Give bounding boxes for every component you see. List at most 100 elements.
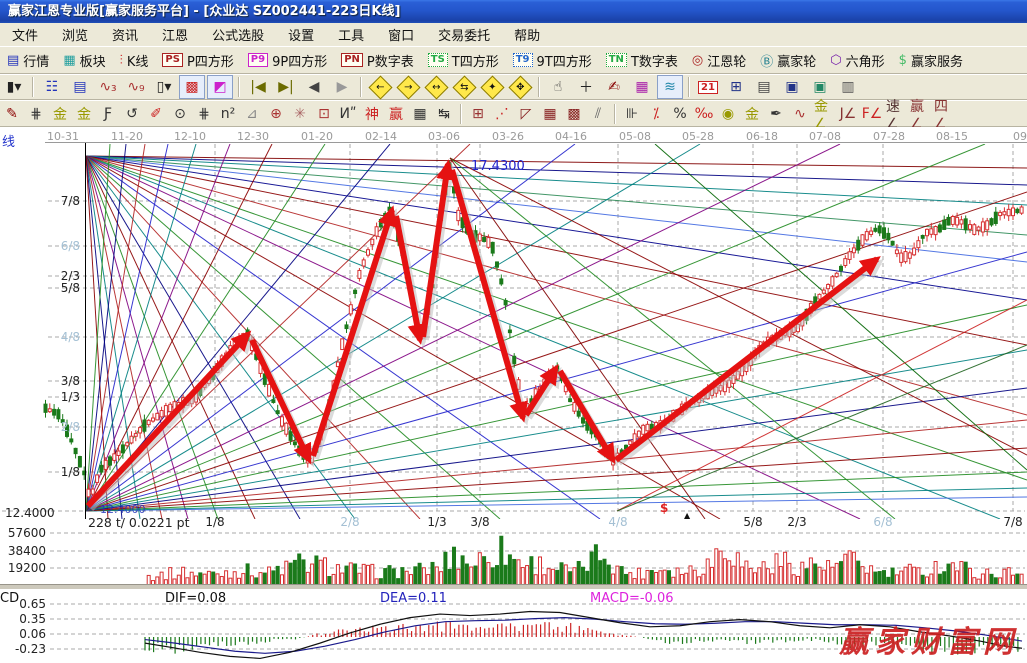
t-square-button[interactable]: TS T四方形: [421, 49, 506, 72]
zoom-in-diamond[interactable]: ✦: [479, 74, 505, 100]
kline-pattern-icon[interactable]: ▩: [179, 75, 205, 99]
grid-box-tool[interactable]: ▦: [539, 102, 561, 126]
ying-tool[interactable]: 赢: [385, 102, 407, 126]
gold-square-tool[interactable]: 金: [49, 102, 71, 126]
price-level-label: 2/8: [60, 420, 80, 434]
p9-square-button[interactable]: P9 9P四方形: [241, 49, 334, 72]
crosshair-icon[interactable]: ＋: [573, 75, 599, 99]
time-circle-tool[interactable]: ⊙: [169, 102, 191, 126]
export-floppy-icon[interactable]: ▣: [807, 75, 833, 99]
expand-h-diamond[interactable]: ↔: [423, 74, 449, 100]
shift-left-diamond[interactable]: ←: [367, 74, 393, 100]
menu-item-江恩[interactable]: 江恩: [162, 29, 189, 44]
wave-a-tool[interactable]: ∿: [789, 102, 811, 126]
menu-item-公式选股[interactable]: 公式选股: [212, 29, 265, 44]
shen-tool[interactable]: 神: [361, 102, 383, 126]
menu-item-交易委托[interactable]: 交易委托: [438, 29, 491, 44]
scale-ruler-tool[interactable]: ⊪: [621, 102, 643, 126]
gold-angle-tool[interactable]: 金∠: [813, 99, 835, 132]
comb2-tool[interactable]: ⋕: [193, 102, 215, 126]
ma9-chart-icon[interactable]: ∿₉: [123, 75, 149, 99]
notebook-icon[interactable]: ▤: [751, 75, 777, 99]
target-circle-tool[interactable]: ⊕: [265, 102, 287, 126]
boxed-star-tool[interactable]: ⊡: [313, 102, 335, 126]
next-bar-button[interactable]: ▶: [329, 75, 355, 99]
prev-bar-button[interactable]: ◀: [301, 75, 327, 99]
f10-info-icon[interactable]: ▤: [67, 75, 93, 99]
t-number-button-label: T数字表: [630, 54, 678, 70]
ma3-chart-icon[interactable]: ∿₃: [95, 75, 121, 99]
color-kline-icon[interactable]: ◩: [207, 75, 233, 99]
save-floppy-icon[interactable]: ▣: [779, 75, 805, 99]
gold-line-tool[interactable]: 金: [741, 102, 763, 126]
volume-axis-label: 19200: [7, 561, 46, 575]
compress-h-diamond[interactable]: ⇆: [451, 74, 477, 100]
frame-tool[interactable]: ⊞: [467, 102, 489, 126]
magic-grid-icon[interactable]: ▦: [629, 75, 655, 99]
calendar-icon[interactable]: 21: [695, 75, 721, 99]
p-number-button[interactable]: PN P数字表: [334, 49, 421, 72]
title-bar[interactable]: 赢家江恩专业版[赢家服务平台] - [众业达 SZ002441-223日K线]: [0, 0, 1027, 23]
menu-item-工具[interactable]: 工具: [338, 29, 365, 44]
menu-item-资讯[interactable]: 资讯: [112, 29, 139, 44]
print-icon[interactable]: ▥: [835, 75, 861, 99]
f-angle-tool[interactable]: F∠: [861, 102, 883, 126]
calculator-icon[interactable]: ⊞: [723, 75, 749, 99]
j-angle-tool[interactable]: J∠: [837, 102, 859, 126]
parallel-lines-tool[interactable]: ⫽: [587, 102, 609, 126]
side-tab-label[interactable]: 线: [2, 135, 16, 150]
angle-tool[interactable]: ⊿: [241, 102, 263, 126]
ruler123-tool[interactable]: ▦: [409, 102, 431, 126]
pencil-tool[interactable]: ✎: [1, 102, 23, 126]
ying-angle-tool[interactable]: 赢∠: [909, 99, 931, 132]
spiral-tool[interactable]: ↺: [121, 102, 143, 126]
trend-grid-icon[interactable]: ☷: [39, 75, 65, 99]
gann-comb-tool[interactable]: ⋕: [25, 102, 47, 126]
annotate-pointer-icon[interactable]: ✍: [601, 75, 627, 99]
gold-square2-tool[interactable]: 金: [73, 102, 95, 126]
percent-tool[interactable]: %: [669, 102, 691, 126]
kline-button[interactable]: ⫶ K线: [113, 49, 156, 72]
last-bar-button[interactable]: ▶|: [273, 75, 299, 99]
fan-box-tool[interactable]: ◸: [515, 102, 537, 126]
first-bar-button[interactable]: |◀: [245, 75, 271, 99]
pan-hand-icon[interactable]: ☝: [545, 75, 571, 99]
hexagon-button[interactable]: ⬡ 六角形: [823, 49, 891, 72]
pane-splitter[interactable]: [0, 584, 1027, 590]
menu-item-窗口[interactable]: 窗口: [388, 29, 415, 44]
candle-style-dropdown[interactable]: ▯▾: [151, 75, 177, 99]
menu-item-文件[interactable]: 文件: [12, 29, 39, 44]
t9-square-button[interactable]: T9 9T四方形: [506, 49, 599, 72]
brush-chart-tool[interactable]: ✐: [145, 102, 167, 126]
pct-strike-tool[interactable]: ⁒: [645, 102, 667, 126]
wave-brain-icon[interactable]: ≋: [657, 75, 683, 99]
ink-pen-tool[interactable]: ✒: [765, 102, 787, 126]
starburst-tool[interactable]: ✳: [289, 102, 311, 126]
gann-wheel-button[interactable]: ◎ 江恩轮: [685, 49, 753, 72]
su-angle-tool[interactable]: 速∠: [885, 99, 907, 132]
winner-wheel-button[interactable]: Ⓑ 赢家轮: [753, 49, 823, 72]
width-arrows-tool[interactable]: ↹: [433, 102, 455, 126]
n2-tool[interactable]: n²: [217, 102, 239, 126]
chart-canvas[interactable]: 线 10-31 11-20 12-10 12-30 01-20 02-14 03-06 03-…: [0, 127, 1027, 663]
si-angle-tool[interactable]: 四∠: [933, 99, 955, 132]
zoom-out-diamond[interactable]: ✥: [507, 74, 533, 100]
permille-tool[interactable]: ‰: [693, 102, 715, 126]
menu-item-设置[interactable]: 设置: [288, 29, 315, 44]
quote-button[interactable]: ▤ 行情: [0, 49, 56, 72]
winner-service-button[interactable]: $ 赢家服务: [892, 49, 970, 72]
f-ruler-tool[interactable]: Ƒ: [97, 102, 119, 126]
menu-item-帮助[interactable]: 帮助: [514, 29, 541, 44]
t-number-button[interactable]: TN T数字表: [599, 49, 685, 72]
p-square-button[interactable]: PS P四方形: [155, 49, 240, 72]
kline-width-dropdown[interactable]: ▮▾: [1, 75, 27, 99]
ich-tool[interactable]: Иʺ: [337, 102, 359, 126]
fan-lines-tool[interactable]: ⋰: [491, 102, 513, 126]
grid-box2-tool[interactable]: ▩: [563, 102, 585, 126]
winner-service-button-label: 赢家服务: [910, 54, 963, 70]
sector-button[interactable]: ▦ 板块: [56, 49, 112, 72]
gold-circle-tool[interactable]: ◉: [717, 102, 739, 126]
menu-item-浏览[interactable]: 浏览: [62, 29, 89, 44]
macd-axis-label: -0.23: [14, 642, 46, 656]
shift-right-diamond[interactable]: →: [395, 74, 421, 100]
